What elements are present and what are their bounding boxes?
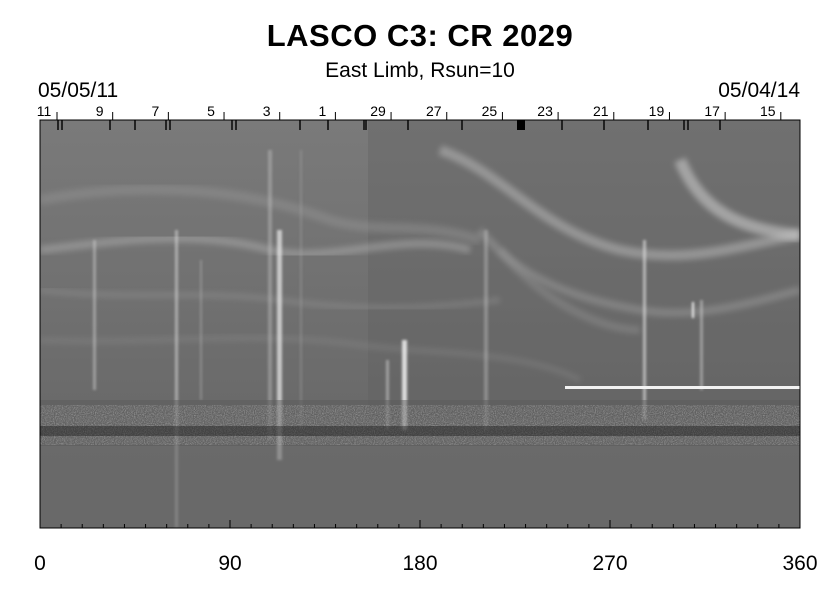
start-date-label: 05/05/11 bbox=[38, 79, 119, 102]
day-tick-label: 23 bbox=[537, 103, 553, 119]
day-tick-label: 27 bbox=[426, 103, 442, 119]
data-gap-marker bbox=[517, 120, 525, 130]
date-axis: 11 9 7 5 3 1 29 27 25 23 21 19 17 15 bbox=[37, 103, 800, 130]
plot-area bbox=[39, 119, 801, 529]
x-tick-label: 270 bbox=[592, 552, 627, 575]
day-tick-label: 19 bbox=[649, 103, 665, 119]
x-tick-label: 360 bbox=[782, 552, 817, 575]
day-tick-label: 11 bbox=[37, 103, 52, 119]
plot-subtitle: East Limb, Rsun=10 bbox=[325, 59, 515, 82]
day-tick-label: 5 bbox=[207, 103, 215, 119]
day-tick-label: 3 bbox=[263, 103, 271, 119]
plot-title: LASCO C3: CR 2029 bbox=[266, 18, 574, 53]
day-tick-label: 9 bbox=[96, 103, 104, 119]
x-axis: 0 90 180 270 360 bbox=[34, 520, 818, 575]
day-tick-label: 7 bbox=[151, 103, 159, 119]
day-tick-label: 15 bbox=[760, 103, 776, 119]
x-tick-label: 0 bbox=[34, 552, 46, 575]
day-tick-label: 29 bbox=[370, 103, 386, 119]
day-tick-label: 25 bbox=[482, 103, 498, 119]
day-tick-label: 21 bbox=[593, 103, 609, 119]
day-tick-label: 1 bbox=[318, 103, 326, 119]
x-tick-label: 90 bbox=[218, 552, 241, 575]
day-tick-label: 17 bbox=[704, 103, 720, 119]
end-date-label: 05/04/14 bbox=[718, 79, 800, 102]
x-tick-label: 180 bbox=[402, 552, 437, 575]
coronal-features bbox=[40, 120, 800, 528]
